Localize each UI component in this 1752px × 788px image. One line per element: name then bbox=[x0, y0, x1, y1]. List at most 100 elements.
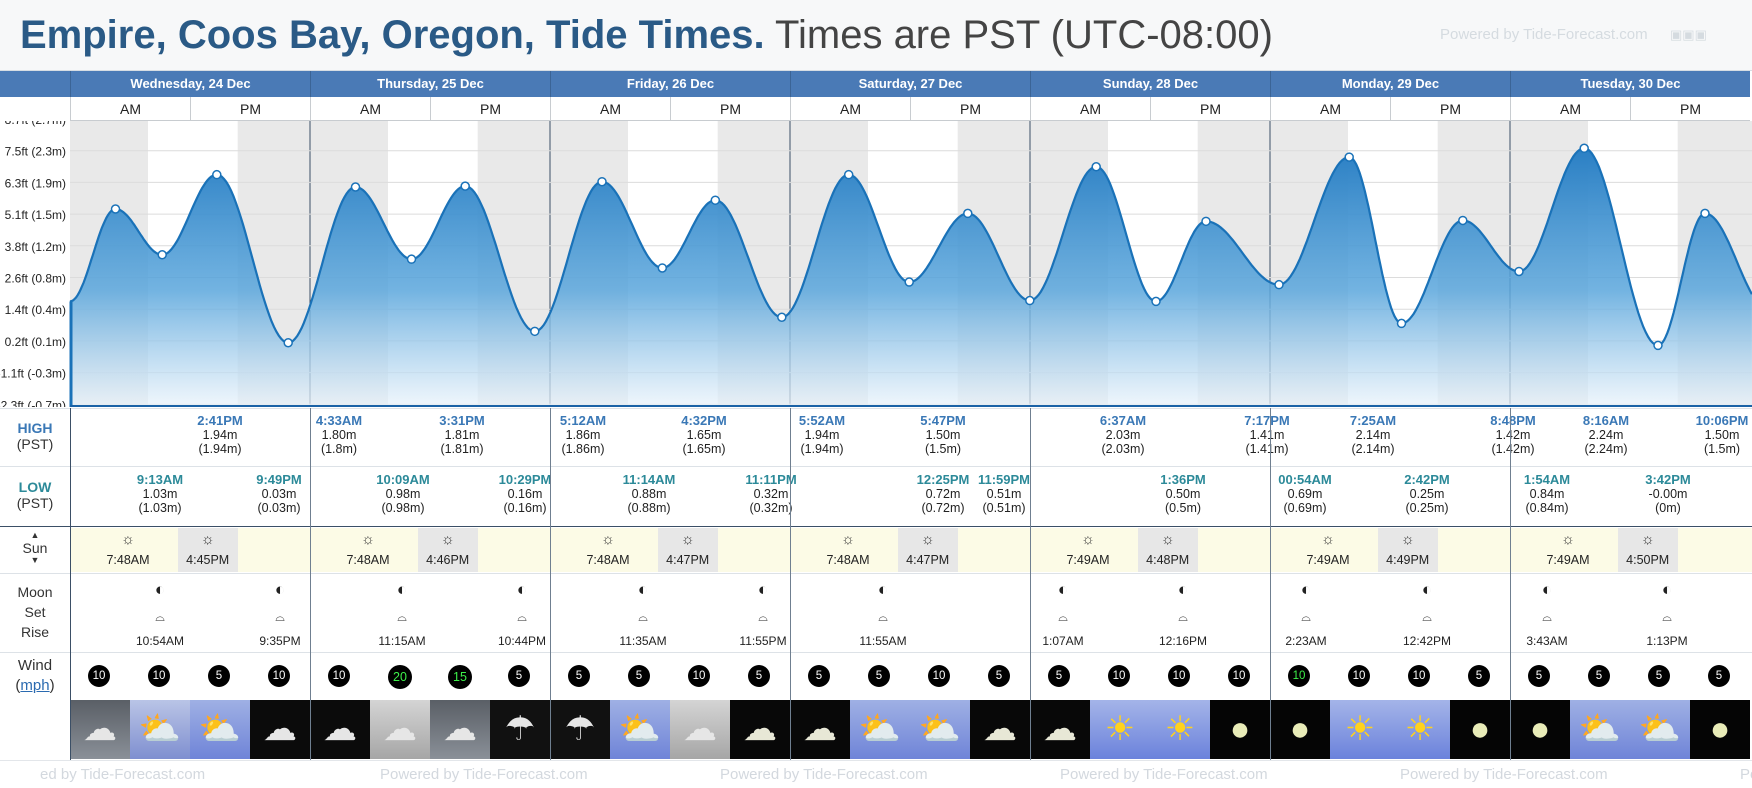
wind-speed-badge: 5 bbox=[988, 665, 1010, 687]
high-tide-point bbox=[1091, 162, 1101, 172]
wind-speed-badge: 5 bbox=[748, 665, 770, 687]
sunset-time: 4:47PM bbox=[666, 553, 710, 567]
moon-phase-icon: ◐ bbox=[1057, 580, 1069, 599]
high-tide-point bbox=[110, 204, 121, 214]
timezone-label: Times are PST (UTC-08:00) bbox=[775, 13, 1273, 57]
wind-speed-badge: 10 bbox=[1408, 665, 1430, 687]
moon-phase-icon: ◐ bbox=[637, 580, 649, 599]
wind-speed-badge: 5 bbox=[1468, 665, 1490, 687]
low-tide-entry: 9:13AM 1.03m (1.03m) bbox=[136, 472, 184, 516]
wind-speed-badge: 5 bbox=[208, 665, 230, 687]
footer: ed by Tide-Forecast.com Powered by Tide-F… bbox=[0, 760, 1752, 788]
sunrise-icon: ☼ bbox=[361, 531, 375, 548]
cloud-night-icon: ☁ bbox=[250, 700, 310, 759]
tide-line bbox=[69, 147, 1752, 347]
high-tide-point bbox=[1579, 143, 1589, 154]
low-tide-point bbox=[1514, 266, 1524, 277]
sunrise-time: 7:49AM bbox=[1066, 553, 1110, 567]
moonrise-icon: ⌓ bbox=[1301, 610, 1311, 624]
sunset-shade bbox=[417, 528, 478, 572]
wind-speed-badge: 10 bbox=[1228, 665, 1250, 687]
moon-icon: ● bbox=[1210, 700, 1270, 759]
moon-icon: ● bbox=[1510, 700, 1570, 759]
wind-speed-badge: 10 bbox=[1168, 665, 1190, 687]
low-tide-point bbox=[1274, 279, 1284, 290]
wind-speed-badge: 10 bbox=[1288, 665, 1310, 687]
sunset-time: 4:46PM bbox=[426, 553, 470, 567]
moonrise-icon: ⌓ bbox=[155, 610, 165, 624]
wind-speed-badge: 5 bbox=[808, 665, 830, 687]
cloud-night-icon: ☁ bbox=[310, 700, 370, 759]
footer-watermark: Powered by Tide-Forecast.com bbox=[1060, 766, 1268, 783]
moon-cloud-icon: ☁ bbox=[790, 700, 850, 759]
high-tide-entry: 7:17PM 1.41m (1.41m) bbox=[1244, 413, 1290, 457]
day-column-divider bbox=[790, 408, 791, 760]
low-tide-entry: 3:42PM -0.00m (0m) bbox=[1645, 472, 1691, 516]
wind-speed-badge: 5 bbox=[1588, 665, 1610, 687]
moon-label: Moon Set Rise bbox=[17, 584, 53, 640]
moonrise-icon: ⌓ bbox=[1662, 610, 1672, 624]
low-tide-point bbox=[157, 250, 167, 260]
sun-label: ▲ Sun ▼ bbox=[22, 530, 48, 565]
tide-area bbox=[70, 148, 1752, 407]
high-tide-point bbox=[350, 182, 361, 192]
label-column-header bbox=[0, 71, 70, 97]
ampm-am: AM bbox=[1030, 97, 1150, 121]
low-tide-entry: 11:59PM 0.51m (0.51m) bbox=[977, 472, 1031, 516]
high-tide-point bbox=[1344, 152, 1354, 162]
low-tide-point bbox=[406, 254, 417, 264]
moon-phase-icon: ◐ bbox=[396, 580, 408, 599]
rain-icon: ☁ bbox=[430, 700, 490, 759]
moon-phase-icon: ◐ bbox=[1661, 580, 1673, 599]
moonrise-icon: ⌓ bbox=[397, 610, 407, 624]
high-tide-point bbox=[1700, 208, 1710, 219]
high-tide-point bbox=[460, 181, 470, 191]
high-tide-point bbox=[597, 176, 607, 187]
high-tide-point bbox=[1458, 215, 1468, 226]
moon-phase-icon: ◐ bbox=[1421, 580, 1433, 599]
moon-icon: ● bbox=[1690, 700, 1750, 759]
moonrise-icon: ⌓ bbox=[638, 610, 648, 624]
high-tide-entry: 4:32PM 1.65m (1.65m) bbox=[681, 413, 727, 457]
sunset-icon: ☼ bbox=[680, 531, 695, 548]
day-column-divider bbox=[550, 408, 551, 760]
low-tide-point bbox=[777, 312, 787, 322]
high-tide-point bbox=[1201, 216, 1211, 227]
low-tide-point bbox=[1653, 340, 1663, 351]
high-tide-point bbox=[963, 208, 973, 219]
moon-time: 1:07AM bbox=[1042, 634, 1084, 648]
y-tick-label: 3.8ft (1.2m) bbox=[5, 240, 66, 254]
wind-speed-badge: 5 bbox=[868, 665, 890, 687]
sunset-icon: ☼ bbox=[1160, 531, 1175, 548]
sun-cloud-icon: ⛅ bbox=[190, 700, 250, 759]
wind-speed-badge: 10 bbox=[1348, 665, 1370, 687]
ampm-pm: PM bbox=[190, 97, 310, 121]
wind-unit-link[interactable]: mph bbox=[20, 677, 50, 694]
sunrise-icon: ☼ bbox=[1081, 531, 1095, 548]
low-tide-entry: 1:54AM 0.84m (0.84m) bbox=[1523, 472, 1571, 516]
wind-speed-badge: 5 bbox=[1708, 665, 1730, 687]
sunset-shade bbox=[1137, 528, 1198, 572]
location-title: Empire, Coos Bay, Oregon, Tide Times. bbox=[20, 13, 765, 57]
moon-icon: ● bbox=[1270, 700, 1330, 759]
moon-cloud-icon: ☁ bbox=[730, 700, 790, 759]
wind-speed-badge: 5 bbox=[628, 665, 650, 687]
day-header: Tuesday, 30 Dec bbox=[1510, 71, 1750, 97]
cloud-icon: ☁ bbox=[370, 700, 430, 759]
ampm-pm: PM bbox=[430, 97, 550, 121]
low-tide-entry: 00:54AM 0.69m (0.69m) bbox=[1278, 472, 1332, 516]
moon-time: 2:23AM bbox=[1285, 634, 1327, 648]
sunrise-time: 7:49AM bbox=[1306, 553, 1350, 567]
tide-chart: 8.7ft (2.7m) 7.5ft (2.3m) 6.3ft (1.9m) 5.1f… bbox=[0, 121, 1752, 407]
day-header: Sunday, 28 Dec bbox=[1030, 71, 1270, 97]
sunrise-icon: ☼ bbox=[121, 531, 135, 548]
wind-speed-badge: 10 bbox=[268, 665, 290, 687]
moon-time: 3:43AM bbox=[1526, 634, 1568, 648]
ampm-am: AM bbox=[70, 97, 190, 121]
high-tide-entry: 10:06PM 1.50m (1.5m) bbox=[1695, 413, 1749, 457]
ampm-pm: PM bbox=[910, 97, 1030, 121]
high-tide-entry: 2:41PM 1.94m (1.94m) bbox=[197, 413, 243, 457]
high-tide-entry: 5:12AM 1.86m (1.86m) bbox=[559, 413, 607, 457]
low-tide-point bbox=[283, 338, 293, 348]
sunset-shade bbox=[177, 528, 238, 572]
